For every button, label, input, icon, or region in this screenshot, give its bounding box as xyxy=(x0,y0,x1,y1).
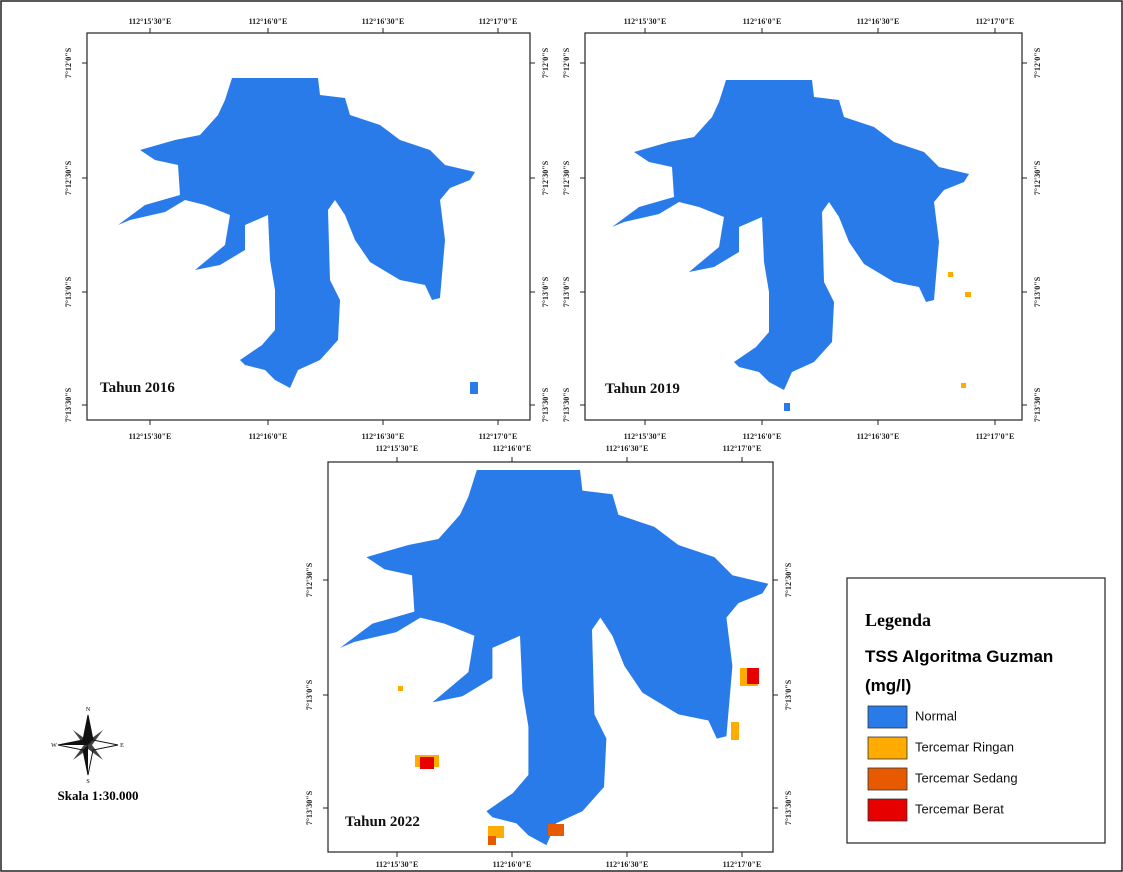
lat-label: 7°13'0"S xyxy=(305,679,314,710)
lat-label: 7°12'0"S xyxy=(541,47,550,78)
pixel xyxy=(548,824,564,836)
lat-label: 7°12'30"S xyxy=(305,562,314,597)
lon-label: 112°17'0"E xyxy=(723,860,762,869)
lat-label: 7°12'30"S xyxy=(64,160,73,195)
lon-label: 112°17'0"E xyxy=(479,432,518,441)
lon-label: 112°15'30"E xyxy=(376,860,419,869)
pixel xyxy=(747,668,759,684)
lat-label: 7°13'30"S xyxy=(562,387,571,422)
pixel xyxy=(398,686,403,691)
lat-label: 7°12'0"S xyxy=(64,47,73,78)
lat-label: 7°12'30"S xyxy=(562,160,571,195)
compass-w: W xyxy=(51,743,57,749)
compass-n: N xyxy=(86,707,91,713)
lat-label: 7°12'0"S xyxy=(1033,47,1042,78)
lon-label: 112°16'0"E xyxy=(493,444,532,453)
lon-label: 112°16'0"E xyxy=(493,860,532,869)
lon-label: 112°15'30"E xyxy=(624,432,667,441)
lon-label: 112°17'0"E xyxy=(976,432,1015,441)
lon-label: 112°16'30"E xyxy=(606,860,649,869)
lon-label: 112°16'0"E xyxy=(249,17,288,26)
panel-year: Tahun 2019 xyxy=(605,381,680,397)
lat-label: 7°12'30"S xyxy=(541,160,550,195)
scale-text: Skala 1:30.000 xyxy=(58,788,139,803)
lat-label: 7°13'0"S xyxy=(1033,276,1042,307)
legend-swatch xyxy=(868,799,907,821)
pixel xyxy=(731,722,739,740)
legend-label: Tercemar Ringan xyxy=(915,739,1014,754)
water-body xyxy=(470,382,478,394)
panel-year: Tahun 2022 xyxy=(345,814,420,830)
lon-label: 112°16'0"E xyxy=(743,17,782,26)
pixel xyxy=(948,272,953,277)
legend-label: Tercemar Sedang xyxy=(915,770,1018,785)
legend-unit: (mg/l) xyxy=(865,676,911,695)
lon-label: 112°16'30"E xyxy=(362,432,405,441)
lon-label: 112°15'30"E xyxy=(624,17,667,26)
lat-label: 7°12'30"S xyxy=(784,562,793,597)
lon-label: 112°17'0"E xyxy=(723,444,762,453)
legend-label: Tercemar Berat xyxy=(915,801,1004,816)
legend-title: Legenda xyxy=(865,610,931,630)
panel-year: Tahun 2016 xyxy=(100,380,175,396)
pixel xyxy=(420,757,434,769)
lon-label: 112°16'30"E xyxy=(606,444,649,453)
lat-label: 7°13'0"S xyxy=(562,276,571,307)
lat-label: 7°12'0"S xyxy=(562,47,571,78)
legend-swatch xyxy=(868,737,907,759)
pixel xyxy=(965,292,971,297)
lon-label: 112°15'30"E xyxy=(376,444,419,453)
lon-label: 112°16'0"E xyxy=(743,432,782,441)
lat-label: 7°13'30"S xyxy=(305,790,314,825)
lat-label: 7°13'30"S xyxy=(541,387,550,422)
lat-label: 7°13'0"S xyxy=(64,276,73,307)
pixel xyxy=(961,383,966,388)
lon-label: 112°16'30"E xyxy=(857,432,900,441)
legend-heading: TSS Algoritma Guzman xyxy=(865,647,1053,666)
legend-swatch xyxy=(868,768,907,790)
lon-label: 112°17'0"E xyxy=(976,17,1015,26)
water-body xyxy=(784,403,790,411)
lon-label: 112°16'0"E xyxy=(249,432,288,441)
lon-label: 112°15'30"E xyxy=(129,432,172,441)
lat-label: 7°13'30"S xyxy=(784,790,793,825)
map-figure: N S E W Skala 1:30.000 Legenda TSS Algor… xyxy=(0,0,1123,872)
lon-label: 112°15'30"E xyxy=(129,17,172,26)
pixel xyxy=(488,836,496,845)
compass-s: S xyxy=(86,779,89,785)
legend-swatch xyxy=(868,706,907,728)
lat-label: 7°13'30"S xyxy=(1033,387,1042,422)
legend-label: Normal xyxy=(915,708,957,723)
lon-label: 112°17'0"E xyxy=(479,17,518,26)
lat-label: 7°13'0"S xyxy=(541,276,550,307)
lat-label: 7°13'0"S xyxy=(784,679,793,710)
lon-label: 112°16'30"E xyxy=(857,17,900,26)
compass-e: E xyxy=(120,743,124,749)
lat-label: 7°13'30"S xyxy=(64,387,73,422)
lat-label: 7°12'30"S xyxy=(1033,160,1042,195)
lon-label: 112°16'30"E xyxy=(362,17,405,26)
